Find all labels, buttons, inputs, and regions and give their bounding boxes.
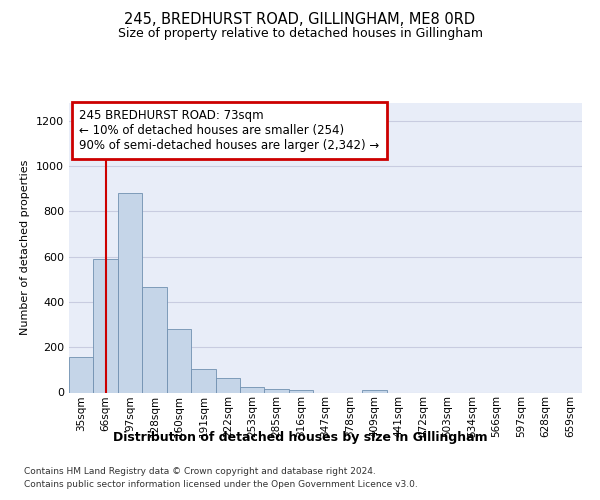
Bar	[215, 378, 240, 392]
Bar	[362, 390, 386, 392]
Bar	[118, 193, 142, 392]
Text: Size of property relative to detached houses in Gillingham: Size of property relative to detached ho…	[118, 28, 482, 40]
Bar	[191, 368, 215, 392]
Bar	[289, 390, 313, 392]
Text: Contains public sector information licensed under the Open Government Licence v3: Contains public sector information licen…	[24, 480, 418, 489]
Bar	[142, 287, 167, 393]
Text: Distribution of detached houses by size in Gillingham: Distribution of detached houses by size …	[113, 431, 487, 444]
Bar	[167, 329, 191, 392]
Bar	[69, 358, 94, 392]
Y-axis label: Number of detached properties: Number of detached properties	[20, 160, 31, 335]
Bar	[94, 259, 118, 392]
Bar	[265, 389, 289, 392]
Text: Contains HM Land Registry data © Crown copyright and database right 2024.: Contains HM Land Registry data © Crown c…	[24, 467, 376, 476]
Bar	[240, 387, 265, 392]
Text: 245 BREDHURST ROAD: 73sqm
← 10% of detached houses are smaller (254)
90% of semi: 245 BREDHURST ROAD: 73sqm ← 10% of detac…	[79, 110, 380, 152]
Text: 245, BREDHURST ROAD, GILLINGHAM, ME8 0RD: 245, BREDHURST ROAD, GILLINGHAM, ME8 0RD	[124, 12, 476, 28]
